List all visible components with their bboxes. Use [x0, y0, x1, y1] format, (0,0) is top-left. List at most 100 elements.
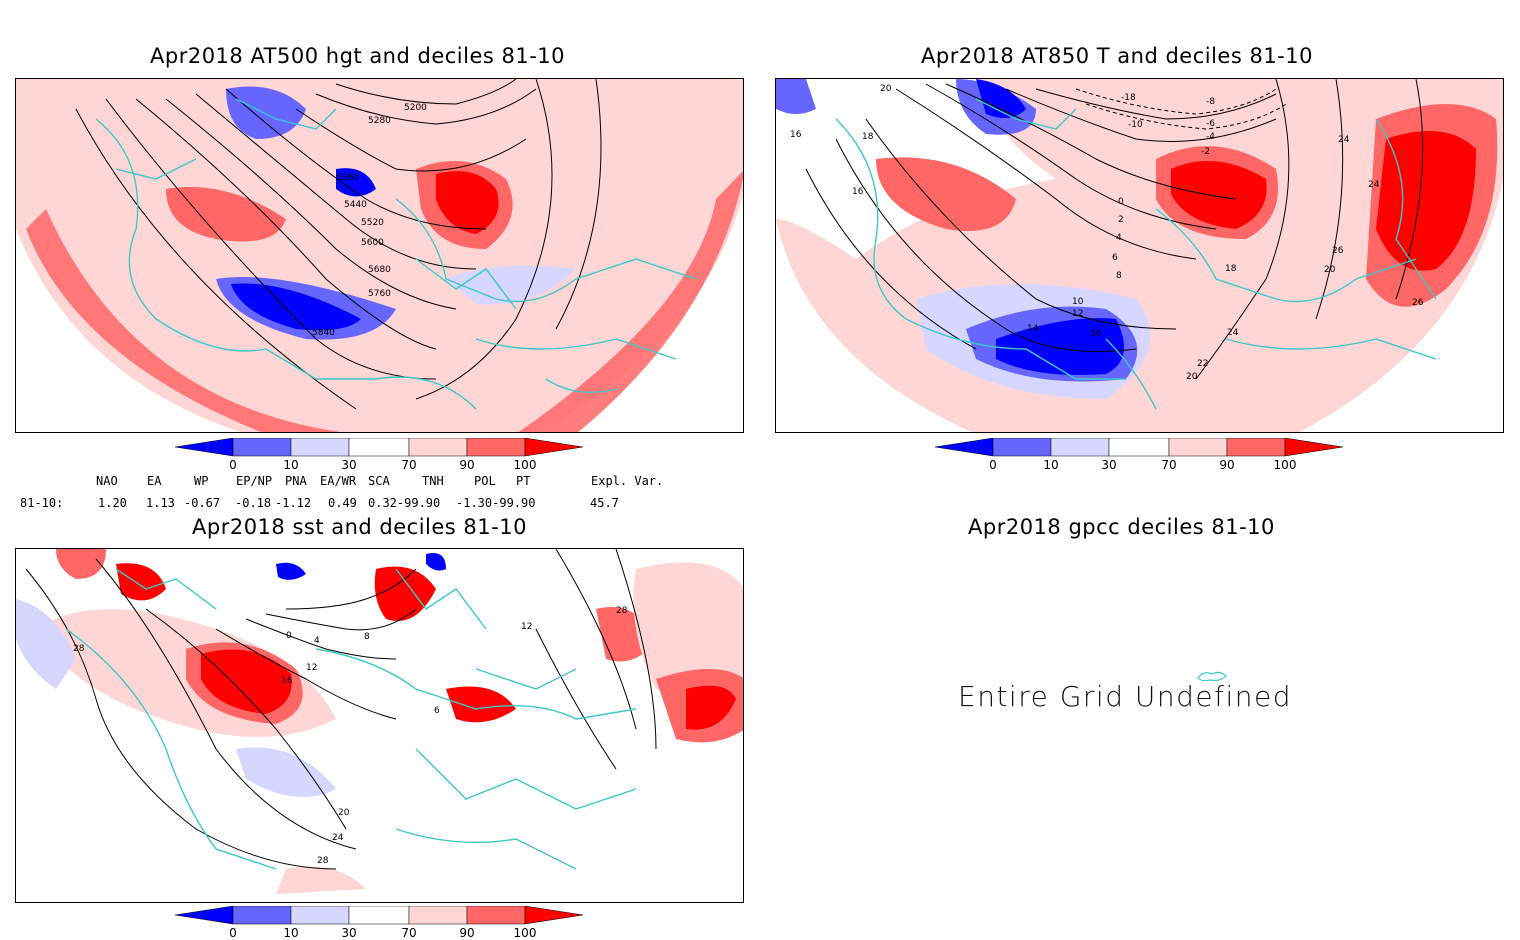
colorbar-tick: 0 [229, 926, 237, 940]
contour-label: 5840 [312, 328, 335, 338]
contour-label: 14 [1027, 324, 1039, 334]
panel-title-sst: Apr2018 sst and deciles 81-10 [192, 515, 527, 539]
contour-label: 16 [790, 130, 802, 140]
contour-label: 22 [1197, 359, 1208, 369]
contour-label: 24 [1227, 328, 1239, 338]
contour-label: 28 [616, 606, 628, 616]
grid-undefined-message: Entire Grid Undefined [958, 680, 1293, 713]
index-value: -0.18 [235, 496, 272, 510]
colorbar-t850: 0 10 30 70 90 100 [935, 438, 1344, 472]
colorbar-hgt: 0 10 30 70 90 100 [175, 438, 584, 472]
colorbar-tick: 10 [1043, 458, 1058, 472]
index-value: 0.49 [328, 496, 357, 510]
map-panel-t850: 20 16 18 16 -18 -10 -8 -6 -4 -2 0 2 4 6 … [775, 78, 1504, 433]
contour-label: 5760 [368, 289, 391, 299]
colorbar-swatches [175, 906, 584, 925]
contour-label: 5520 [361, 218, 384, 228]
contour-label: 5360 [336, 173, 359, 183]
contour-label: 10 [1072, 297, 1084, 307]
colorbar-tick: 90 [459, 926, 474, 940]
contour-label: 20 [1324, 265, 1336, 275]
colorbar-tick: 30 [1101, 458, 1116, 472]
contour-label: 0 [286, 631, 292, 641]
contour-label: 5600 [361, 238, 384, 248]
contour-label: 24 [1368, 180, 1380, 190]
index-header: EA [147, 474, 162, 488]
contour-label: 5280 [368, 116, 391, 126]
contour-label: -6 [1206, 119, 1215, 129]
contour-label: 26 [1332, 246, 1344, 256]
contour-label: 24 [1338, 135, 1350, 145]
colorbar-tick: 100 [1274, 458, 1297, 472]
contour-label: 16 [852, 187, 864, 197]
contour-label: 20 [880, 84, 892, 94]
contour-label: 8 [1116, 271, 1122, 281]
index-value: 0.32-99.90 [368, 496, 441, 510]
contour-label: 28 [73, 644, 85, 654]
index-row-label: 81-10: [20, 496, 64, 510]
contour-label: 8 [364, 632, 370, 642]
colorbar-tick: 0 [989, 458, 997, 472]
contour-label: 18 [862, 132, 874, 142]
index-value: 45.7 [590, 496, 619, 510]
index-header: NAO [96, 474, 118, 488]
contour-label: 2 [1118, 215, 1124, 225]
contour-label: 16 [1090, 329, 1102, 339]
contour-label: 6 [434, 706, 440, 716]
contour-label: -10 [1128, 120, 1143, 130]
contour-label: 26 [1412, 298, 1424, 308]
hgt-map: 5200 5280 5360 5440 5520 5600 5680 5760 … [16, 79, 743, 432]
contour-label: 12 [521, 622, 532, 632]
colorbar-tick: 70 [401, 458, 416, 472]
index-header: POL [474, 474, 496, 488]
index-header: TNH [422, 474, 444, 488]
contour-label: 4 [1116, 233, 1122, 243]
colorbar-tick: 10 [283, 926, 298, 940]
t850-map: 20 16 18 16 -18 -10 -8 -6 -4 -2 0 2 4 6 … [776, 79, 1503, 432]
map-panel-hgt: 5200 5280 5360 5440 5520 5600 5680 5760 … [15, 78, 744, 433]
index-header: WP [194, 474, 209, 488]
index-header: EA/WR [320, 474, 357, 488]
index-value: -0.67 [184, 496, 221, 510]
colorbar-sst: 0 10 30 70 90 100 [175, 906, 584, 940]
contour-label: 16 [281, 676, 293, 686]
contour-label: 5680 [368, 265, 391, 275]
index-header: PT [516, 474, 531, 488]
colorbar-tick: 70 [1161, 458, 1176, 472]
contour-label: 28 [317, 856, 329, 866]
panel-title-t850: Apr2018 AT850 T and deciles 81-10 [921, 44, 1313, 68]
index-value: -1.12 [275, 496, 312, 510]
contour-label: 12 [306, 663, 317, 673]
colorbar-tick: 90 [459, 458, 474, 472]
contour-label: 0 [1118, 197, 1124, 207]
panel-title-gpcc: Apr2018 gpcc deciles 81-10 [968, 515, 1275, 539]
coastline-fragment [1197, 671, 1227, 682]
contour-label: 18 [1225, 264, 1237, 274]
contour-label: 5440 [344, 200, 367, 210]
map-panel-sst: 28 0 4 8 12 16 20 24 28 28 12 6 [15, 548, 744, 903]
contour-label: 20 [338, 808, 350, 818]
index-value: 1.20 [98, 496, 127, 510]
colorbar-tick: 90 [1219, 458, 1234, 472]
colorbar-tick: 70 [401, 926, 416, 940]
contour-label: -2 [1201, 147, 1210, 157]
contour-label: -8 [1206, 97, 1215, 107]
contour-label: 6 [1112, 253, 1118, 263]
index-value: 1.13 [146, 496, 175, 510]
index-header: SCA [368, 474, 390, 488]
colorbar-tick: 30 [341, 926, 356, 940]
index-header: Expl. Var. [591, 474, 664, 488]
contour-label: -18 [1121, 93, 1136, 103]
contour-label: 12 [1072, 309, 1083, 319]
contour-label: -4 [1206, 132, 1215, 142]
contour-label: 5200 [404, 103, 427, 113]
index-header: PNA [285, 474, 307, 488]
index-header: EP/NP [236, 474, 273, 488]
contour-label: 4 [314, 636, 320, 646]
colorbar-swatches [175, 438, 584, 457]
contour-label: 24 [332, 833, 344, 843]
colorbar-tick: 100 [514, 926, 537, 940]
colorbar-tick: 30 [341, 458, 356, 472]
sst-map: 28 0 4 8 12 16 20 24 28 28 12 6 [16, 549, 743, 902]
colorbar-swatches [935, 438, 1344, 457]
